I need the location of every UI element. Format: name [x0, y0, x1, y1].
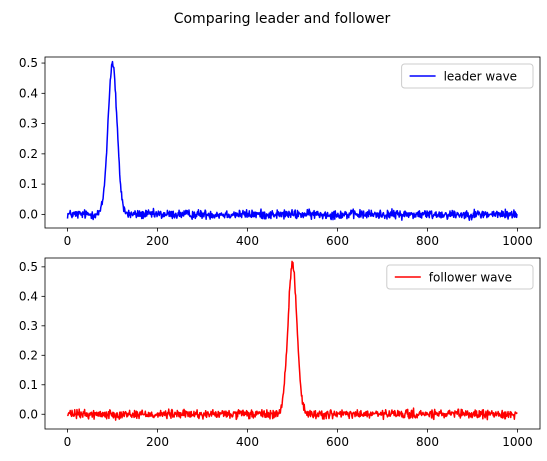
x-tick-label: 1000	[502, 234, 533, 248]
legend-label: follower wave	[429, 271, 512, 285]
y-tick-label: 0.2	[19, 147, 38, 161]
figure-title: Comparing leader and follower	[174, 11, 391, 27]
series-line-1	[66, 260, 518, 421]
y-tick-label: 0.4	[19, 289, 38, 303]
x-tick-label: 400	[236, 435, 259, 449]
x-tick-label: 0	[64, 234, 72, 248]
top-subplot: 0 200 400 600 800 1000 0.0 0.1 0.2 0.3 0.4 0.5 leade…	[19, 56, 541, 248]
y-tick-label: 0.5	[19, 56, 38, 70]
legend-box	[386, 264, 534, 290]
y-tick-label: 0.4	[19, 86, 38, 100]
y-tick-label: 0.1	[19, 177, 38, 191]
x-tick-label: 1000	[502, 435, 533, 449]
x-tick-label: 200	[146, 435, 169, 449]
axes-frame	[44, 56, 541, 229]
y-tick-label: 0.0	[19, 207, 38, 221]
x-tick-label: 0	[64, 435, 72, 449]
axes-frame	[44, 257, 541, 430]
bottom-subplot: 0 200 400 600 800 1000 0.0 0.1 0.2 0.3 0.4 0.5 follo…	[19, 257, 541, 449]
y-tick-label: 0.0	[19, 407, 38, 421]
series-line-1	[66, 60, 518, 222]
y-tick-label: 0.3	[19, 117, 38, 131]
y-tick-label: 0.5	[19, 260, 38, 274]
x-tick-label: 400	[236, 234, 259, 248]
y-tick-label: 0.2	[19, 348, 38, 362]
legend-label: leader wave	[444, 70, 517, 84]
x-tick-label: 800	[416, 234, 439, 248]
legend-box	[401, 63, 534, 89]
x-tick-label: 600	[326, 435, 349, 449]
x-tick-label: 200	[146, 234, 169, 248]
y-tick-label: 0.3	[19, 319, 38, 333]
y-tick-label: 0.1	[19, 378, 38, 392]
x-tick-label: 600	[326, 234, 349, 248]
x-tick-label: 800	[416, 435, 439, 449]
